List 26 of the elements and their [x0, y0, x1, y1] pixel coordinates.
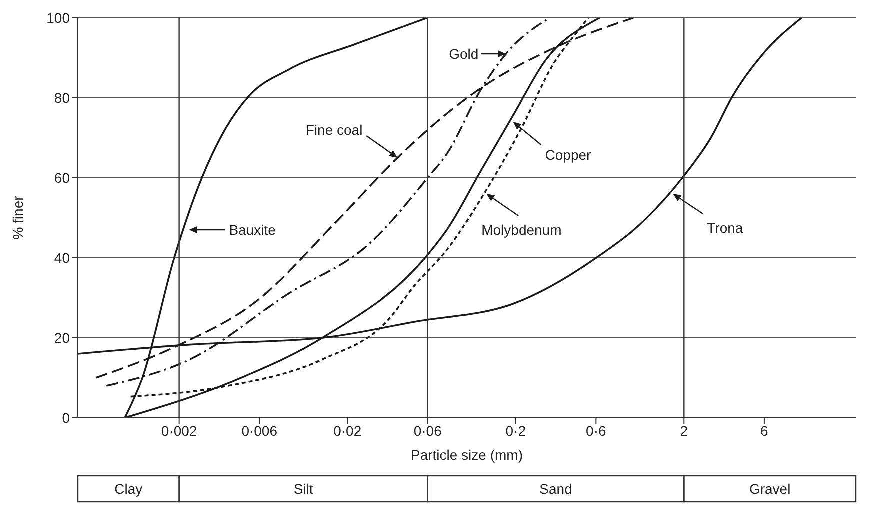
y-tick-label: 40	[54, 250, 70, 266]
x-tick-label: 0·2	[506, 422, 526, 439]
x-axis-title: Particle size (mm)	[410, 447, 524, 463]
x-tick-label: 0·006	[242, 422, 278, 439]
annotation: Molybdenum	[482, 222, 562, 238]
annotation: Bauxite	[229, 222, 276, 238]
text: Clay	[114, 481, 143, 497]
annotation: Trona	[707, 220, 744, 236]
y-tick-label: 80	[54, 90, 70, 106]
text: Silt	[294, 481, 314, 497]
annotation: Fine coal	[306, 122, 363, 138]
y-tick-label: 20	[54, 330, 70, 346]
x-tick-label: 2	[680, 422, 688, 439]
x-tick-label: 0·02	[334, 422, 362, 439]
y-axis-title: % finer	[10, 196, 26, 240]
x-tick-label: 0·06	[414, 422, 442, 439]
annotation: Gold	[449, 46, 479, 62]
annotation: Copper	[545, 147, 592, 163]
y-tick-label: 60	[54, 170, 70, 186]
x-tick-label: 0·6	[586, 422, 606, 439]
y-tick-label: 0	[62, 410, 70, 426]
text: Gravel	[749, 481, 791, 497]
y-tick-label: 100	[46, 10, 70, 26]
text: Sand	[540, 481, 572, 497]
x-tick-label: 6	[760, 422, 769, 439]
x-tick-label: 0·002	[161, 422, 198, 439]
